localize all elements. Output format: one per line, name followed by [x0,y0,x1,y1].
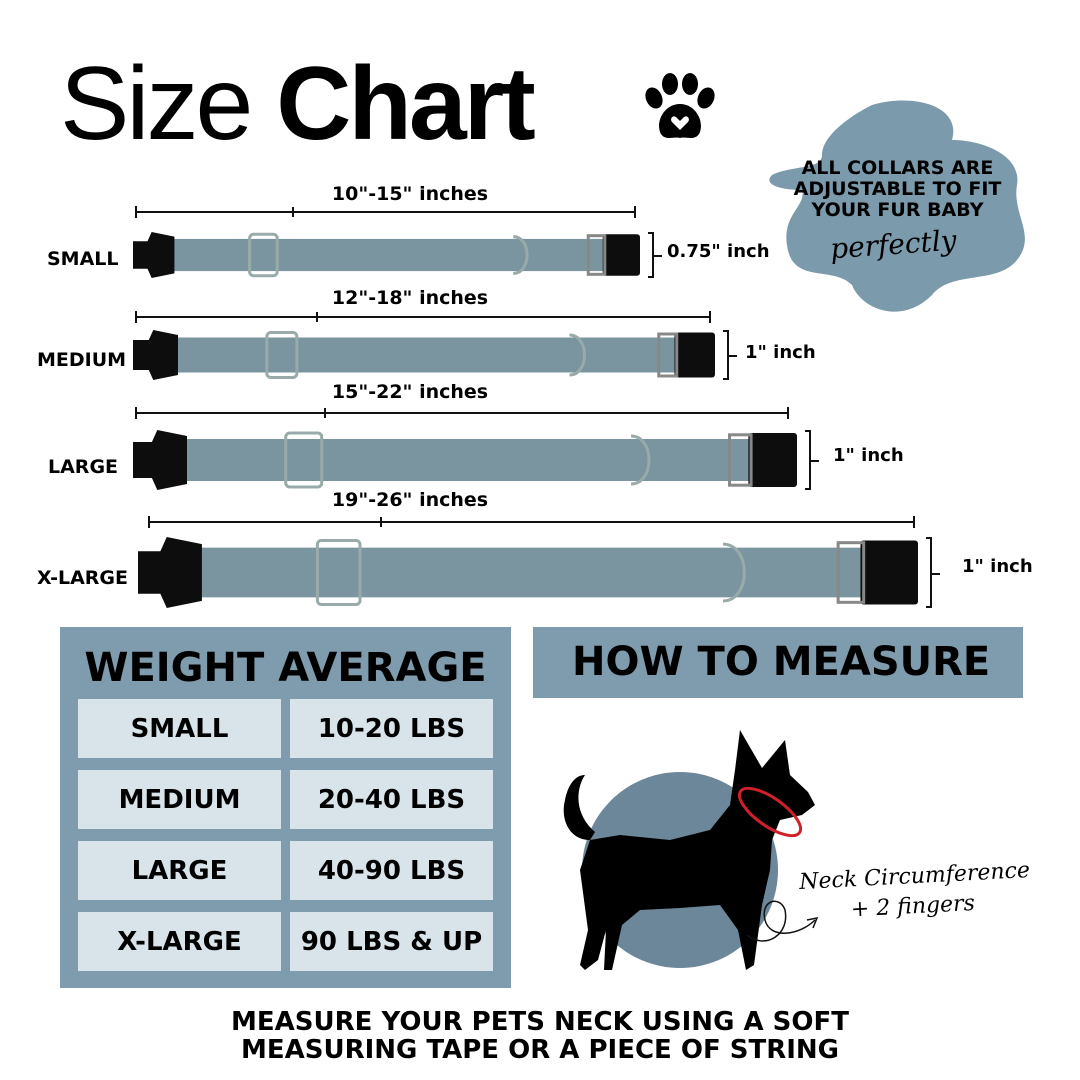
weight-size-cell: LARGE [78,841,281,900]
weight-table-title: WEIGHT AVERAGE [84,645,487,691]
width-label: 1" inch [962,556,1033,577]
width-label: 1" inch [833,445,904,466]
instructions-line-1: MEASURE YOUR PETS NECK USING A SOFT [231,1007,849,1037]
collar-strap [165,439,765,481]
width-bracket [926,537,940,608]
buckle-left [138,537,202,608]
length-range: 10"-15" inches [331,183,489,205]
buckle-right [674,332,715,378]
size-label: LARGE [48,456,119,478]
length-measure-line [148,516,915,528]
weight-value-cell: 90 LBS & UP [290,912,493,971]
collar [133,330,715,380]
length-range: 19"-26" inches [331,489,489,511]
collar-strap [160,337,688,373]
size-label: SMALL [47,248,119,270]
slider-buckle [284,431,324,489]
length-range: 12"-18" inches [331,287,489,309]
length-measure-line [135,206,636,218]
buckle-left [133,232,175,278]
width-bracket [648,232,662,278]
instructions-line-2: MEASURING TAPE OR A PIECE OF STRING [240,1035,840,1065]
collar [133,232,640,278]
how-to-measure-title: HOW TO MEASURE [572,639,991,685]
how-to-measure-header: HOW TO MEASURE [533,627,1023,698]
buckle-left [133,430,187,490]
weight-value-cell: 20-40 LBS [290,770,493,829]
length-range: 15"-22" inches [331,381,489,403]
curly-arrow-icon [746,900,819,942]
collar [138,537,918,608]
collar-strap [157,238,616,272]
d-ring [722,542,746,603]
weight-size-cell: X-LARGE [78,912,281,971]
length-measure-line [135,311,711,323]
adjustable-note: ALL COLLARS ARE ADJUSTABLE TO FIT YOUR F… [793,157,1002,221]
slider-buckle [265,331,299,379]
d-ring [512,235,529,275]
width-label: 0.75" inch [667,241,770,262]
page-title: Size Chart [60,52,536,156]
size-label: MEDIUM [37,349,127,371]
d-ring [569,333,586,377]
slider-buckle [248,232,279,278]
buckle-right [602,234,640,276]
buckle-left [133,330,178,380]
d-ring [630,434,651,486]
buckle-right [860,540,918,605]
buckle-right [748,433,797,487]
paw-heart-icon [645,73,715,138]
size-label: X-LARGE [37,567,129,589]
title-light: Size [60,46,253,162]
dog-silhouette-icon [563,730,815,970]
length-measure-line [135,407,789,419]
neck-circumference-note: Neck Circumference + 2 fingers [799,856,1033,928]
note-blob [769,100,1025,312]
weight-value-cell: 40-90 LBS [290,841,493,900]
slider-buckle [315,539,362,606]
neck-loop [737,786,803,838]
collar-strap [176,547,880,598]
weight-size-cell: SMALL [78,699,281,758]
collar [133,430,797,490]
title-bold: Chart [276,46,536,162]
width-label: 1" inch [745,342,816,363]
weight-average-table: WEIGHT AVERAGE SMALL 10-20 LBS MEDIUM 20-… [60,627,511,988]
width-bracket [723,330,737,380]
measure-instructions: MEASURE YOUR PETS NECK USING A SOFT MEAS… [0,1008,1080,1064]
weight-size-cell: MEDIUM [78,770,281,829]
width-bracket [805,430,819,490]
weight-value-cell: 10-20 LBS [290,699,493,758]
